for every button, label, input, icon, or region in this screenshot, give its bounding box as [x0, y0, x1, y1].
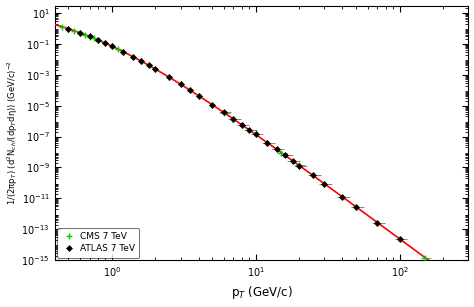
- ATLAS 7 TeV: [210, 103, 215, 107]
- ATLAS 7 TeV: [231, 117, 237, 121]
- ATLAS 7 TeV: [274, 148, 280, 151]
- Line: CMS 7 TeV: CMS 7 TeV: [59, 24, 446, 274]
- CMS 7 TeV: [253, 133, 259, 136]
- ATLAS 7 TeV: [246, 128, 252, 132]
- ATLAS 7 TeV: [87, 35, 92, 38]
- ATLAS 7 TeV: [102, 41, 108, 45]
- CMS 7 TeV: [422, 256, 428, 260]
- CMS 7 TeV: [187, 89, 193, 92]
- CMS 7 TeV: [66, 27, 72, 31]
- ATLAS 7 TeV: [109, 44, 115, 48]
- Y-axis label: 1/(2πp$_{T}$) (d$^{2}$N$_{ch}$/(dp$_{T}$dη)) (GeV/c)$^{-2}$: 1/(2πp$_{T}$) (d$^{2}$N$_{ch}$/(dp$_{T}$…: [6, 60, 20, 205]
- CMS 7 TeV: [278, 151, 284, 154]
- CMS 7 TeV: [102, 41, 108, 45]
- CMS 7 TeV: [221, 111, 227, 115]
- ATLAS 7 TeV: [397, 237, 402, 241]
- ATLAS 7 TeV: [130, 55, 136, 58]
- CMS 7 TeV: [239, 123, 245, 127]
- ATLAS 7 TeV: [77, 31, 83, 35]
- Line: ATLAS 7 TeV: ATLAS 7 TeV: [66, 27, 402, 241]
- CMS 7 TeV: [77, 31, 83, 35]
- X-axis label: p$_{T}$ (GeV/c): p$_{T}$ (GeV/c): [231, 285, 292, 301]
- CMS 7 TeV: [397, 237, 402, 241]
- ATLAS 7 TeV: [290, 159, 295, 162]
- ATLAS 7 TeV: [354, 205, 359, 209]
- ATLAS 7 TeV: [187, 89, 193, 92]
- Legend: CMS 7 TeV, ATLAS 7 TeV: CMS 7 TeV, ATLAS 7 TeV: [57, 228, 139, 258]
- CMS 7 TeV: [115, 47, 121, 51]
- ATLAS 7 TeV: [95, 38, 100, 42]
- ATLAS 7 TeV: [253, 133, 259, 136]
- ATLAS 7 TeV: [340, 195, 346, 199]
- CMS 7 TeV: [95, 38, 100, 42]
- ATLAS 7 TeV: [283, 154, 288, 157]
- CMS 7 TeV: [322, 182, 328, 186]
- CMS 7 TeV: [231, 117, 237, 121]
- ATLAS 7 TeV: [196, 94, 201, 98]
- ATLAS 7 TeV: [120, 50, 126, 54]
- CMS 7 TeV: [310, 173, 316, 177]
- CMS 7 TeV: [87, 35, 92, 38]
- CMS 7 TeV: [152, 67, 158, 71]
- ATLAS 7 TeV: [146, 63, 151, 67]
- ATLAS 7 TeV: [239, 123, 245, 127]
- CMS 7 TeV: [354, 205, 359, 209]
- CMS 7 TeV: [296, 164, 302, 167]
- ATLAS 7 TeV: [296, 164, 302, 167]
- ATLAS 7 TeV: [66, 27, 72, 30]
- CMS 7 TeV: [91, 36, 97, 40]
- ATLAS 7 TeV: [310, 174, 316, 177]
- CMS 7 TeV: [120, 50, 126, 53]
- ATLAS 7 TeV: [166, 76, 172, 79]
- ATLAS 7 TeV: [138, 60, 144, 63]
- CMS 7 TeV: [166, 76, 172, 79]
- ATLAS 7 TeV: [374, 221, 380, 224]
- ATLAS 7 TeV: [178, 82, 183, 86]
- CMS 7 TeV: [440, 269, 446, 273]
- CMS 7 TeV: [72, 29, 77, 33]
- CMS 7 TeV: [59, 25, 65, 28]
- CMS 7 TeV: [210, 103, 215, 107]
- CMS 7 TeV: [82, 33, 88, 37]
- CMS 7 TeV: [130, 55, 136, 59]
- ATLAS 7 TeV: [322, 182, 328, 186]
- CMS 7 TeV: [374, 221, 380, 224]
- ATLAS 7 TeV: [152, 67, 158, 71]
- CMS 7 TeV: [196, 94, 201, 98]
- CMS 7 TeV: [146, 64, 151, 67]
- CMS 7 TeV: [264, 141, 270, 145]
- ATLAS 7 TeV: [221, 111, 227, 114]
- CMS 7 TeV: [138, 59, 144, 63]
- ATLAS 7 TeV: [264, 141, 270, 145]
- CMS 7 TeV: [178, 82, 183, 86]
- CMS 7 TeV: [109, 44, 115, 48]
